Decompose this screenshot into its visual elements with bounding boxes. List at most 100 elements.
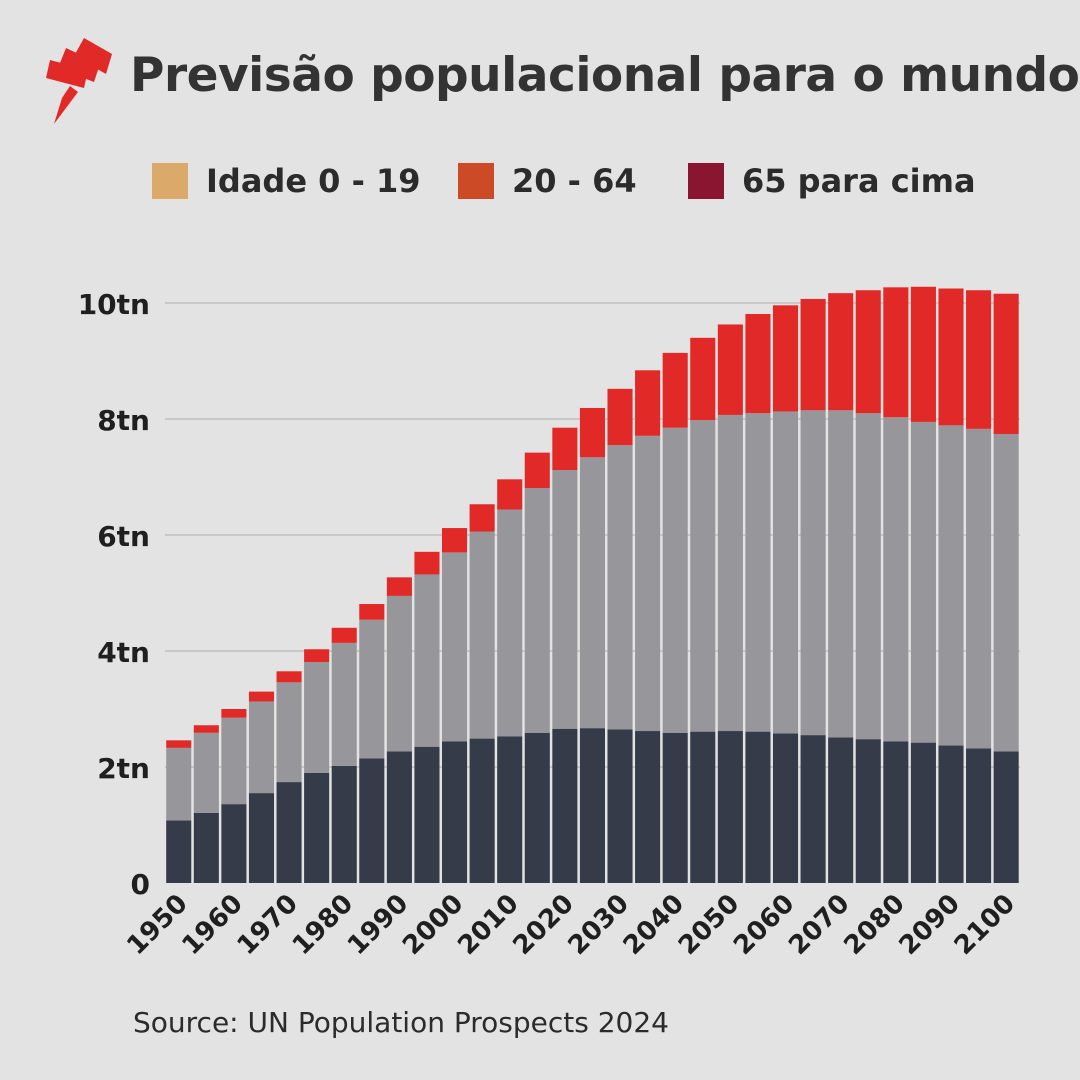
- bar-segment: [828, 293, 854, 411]
- legend-label-65-plus: 65 para cima: [742, 162, 976, 200]
- x-tick-label: 2050: [673, 889, 745, 961]
- bar-segment: [717, 414, 743, 732]
- bar-segment: [635, 370, 661, 436]
- bar-segment: [469, 531, 495, 739]
- bar-segment: [386, 751, 412, 883]
- x-tick-label: 2060: [728, 889, 800, 961]
- bar-segment: [276, 782, 302, 883]
- bar-segment: [193, 732, 219, 813]
- bar-segment: [276, 671, 302, 683]
- y-tick-label: 8tn: [97, 404, 150, 437]
- bar-segment: [304, 662, 330, 773]
- bar-segment: [497, 736, 523, 883]
- page-title: Previsão populacional para o mundo: [130, 48, 1080, 103]
- bar-segment: [828, 737, 854, 883]
- x-tick-label: 1990: [342, 889, 414, 961]
- bar-segment: [938, 288, 964, 426]
- bar-segment: [800, 735, 826, 883]
- bar-segment: [855, 739, 881, 883]
- y-tick-label: 6tn: [97, 520, 150, 553]
- bar-segment: [469, 504, 495, 532]
- bar-segment: [524, 452, 550, 489]
- bar-segment: [414, 551, 440, 575]
- bar-segment: [662, 427, 688, 733]
- bar-segment: [469, 738, 495, 883]
- y-tick-label: 0: [131, 868, 150, 901]
- bar-segment: [800, 298, 826, 411]
- bar-segment: [883, 417, 909, 742]
- bar-segment: [359, 619, 385, 759]
- bar-segment: [772, 411, 799, 734]
- bar-segment: [993, 293, 1019, 435]
- bar-segment: [717, 731, 743, 883]
- y-tick-label: 10tn: [78, 288, 150, 321]
- x-tick-label: 2010: [452, 889, 524, 961]
- bar-segment: [552, 728, 578, 883]
- bar-segment: [635, 435, 661, 732]
- bar-segment: [772, 305, 799, 412]
- bar-segment: [690, 337, 716, 421]
- x-tick-label: 2020: [507, 889, 579, 961]
- sbs-logo-icon: [46, 38, 112, 124]
- bar-segment: [442, 741, 468, 883]
- x-tick-label: 2070: [783, 889, 855, 961]
- legend-label-0-19: Idade 0 - 19: [206, 162, 421, 200]
- bar-segment: [386, 595, 412, 752]
- legend-swatch-20-64: [458, 163, 494, 199]
- y-tick-label: 4tn: [97, 636, 150, 669]
- bar-segment: [414, 746, 440, 883]
- x-tick-label: 2040: [618, 889, 690, 961]
- bar-segment: [855, 290, 881, 414]
- bar-segment: [386, 577, 412, 596]
- bar-segment: [579, 457, 605, 729]
- bar-segment: [579, 728, 605, 883]
- bar-segment: [966, 748, 992, 883]
- bar-segment: [717, 324, 743, 415]
- bar-segment: [248, 793, 275, 883]
- legend-swatch-65-plus: [688, 163, 724, 199]
- bar-segment: [966, 290, 992, 429]
- bar-segment: [166, 820, 192, 883]
- bar-segment: [304, 649, 330, 663]
- bar-segment: [745, 731, 771, 883]
- bar-segment: [662, 352, 688, 428]
- bar-segment: [607, 388, 633, 446]
- legend-item-0-19: Idade 0 - 19: [152, 156, 421, 206]
- bar-segment: [331, 627, 357, 643]
- bar-segment: [800, 410, 826, 736]
- bar-segment: [745, 314, 771, 414]
- bar-segment: [248, 701, 275, 794]
- x-tick-label: 1970: [232, 889, 304, 961]
- x-tick-label: 1980: [287, 889, 359, 961]
- x-tick-label: 2080: [838, 889, 910, 961]
- bar-segment: [276, 682, 302, 783]
- bar-segment: [442, 552, 468, 742]
- bar-segment: [607, 445, 633, 730]
- bar-segment: [497, 509, 523, 737]
- bar-segment: [359, 758, 385, 883]
- bar-segment: [552, 427, 578, 471]
- x-tick-label: 2030: [563, 889, 635, 961]
- bar-segment: [690, 731, 716, 883]
- legend-swatch-0-19: [152, 163, 188, 199]
- bar-segment: [662, 732, 688, 883]
- bar-segment: [524, 732, 550, 883]
- bar-segment: [552, 470, 578, 729]
- bar-segment: [414, 574, 440, 747]
- bar-segment: [635, 731, 661, 883]
- bar-segment: [497, 479, 523, 510]
- bar-segment: [193, 725, 219, 733]
- x-tick-label: 1960: [177, 889, 249, 961]
- bar-segment: [993, 751, 1019, 883]
- legend-item-65-plus: 65 para cima: [688, 156, 976, 206]
- bar-segment: [966, 428, 992, 749]
- bar-segment: [579, 407, 605, 458]
- bar-segment: [221, 804, 247, 883]
- bar-segment: [745, 413, 771, 732]
- bar-segment: [331, 765, 357, 883]
- bar-segment: [883, 741, 909, 883]
- legend-label-20-64: 20 - 64: [512, 162, 637, 200]
- bar-segment: [166, 747, 192, 821]
- bar-segment: [910, 742, 936, 883]
